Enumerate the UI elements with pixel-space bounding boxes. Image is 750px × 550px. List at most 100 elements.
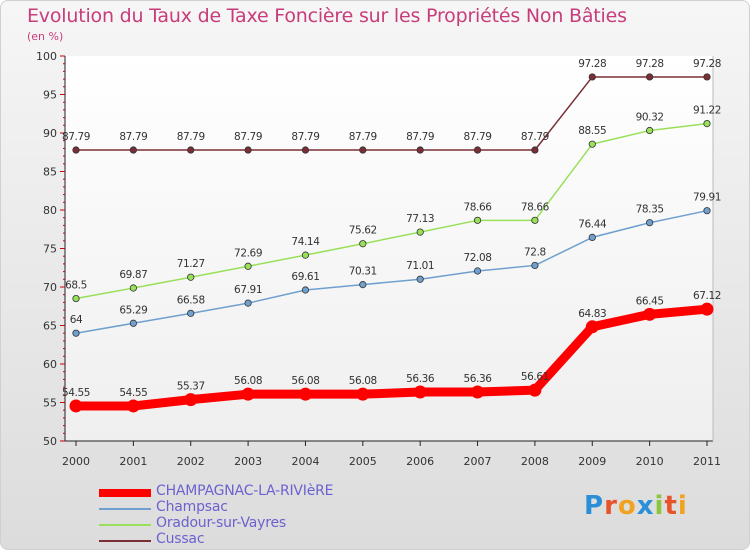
data-label-champsac: 79.91 xyxy=(693,192,721,204)
data-label-champsac: 65.29 xyxy=(119,304,147,316)
legend-item-champsac: Champsac xyxy=(99,499,429,517)
y-axis-unit: (en %) xyxy=(27,30,64,43)
chart-title: Evolution du Taux de Taxe Foncière sur l… xyxy=(27,5,627,27)
y-tick-label: 90 xyxy=(43,127,57,140)
data-label-cussac: 87.79 xyxy=(291,131,319,143)
data-point-champagnac-la-rivi-re xyxy=(528,383,542,397)
data-point-cussac xyxy=(588,73,596,81)
logo-letter: x xyxy=(636,491,655,521)
data-point-champsac xyxy=(244,299,252,307)
data-point-champagnac-la-rivi-re xyxy=(471,385,485,399)
data-point-cussac xyxy=(416,146,424,154)
data-point-cussac xyxy=(129,146,137,154)
data-point-oradour-sur-vayres xyxy=(187,273,195,281)
series-line-champagnac-la-rivi-re xyxy=(71,304,712,411)
legend-swatch xyxy=(99,508,151,510)
y-tick-label: 75 xyxy=(43,243,57,256)
data-label-cussac: 87.79 xyxy=(521,131,549,143)
data-point-champagnac-la-rivi-re xyxy=(126,399,140,413)
data-point-oradour-sur-vayres xyxy=(703,120,711,128)
legend-label: Champsac xyxy=(156,499,228,515)
y-tick-label: 80 xyxy=(43,204,57,217)
data-point-champagnac-la-rivi-re xyxy=(356,387,370,401)
data-point-champsac xyxy=(416,275,424,283)
data-point-champagnac-la-rivi-re xyxy=(241,387,255,401)
data-point-champsac xyxy=(301,286,310,294)
data-label-oradour-sur-vayres: 69.87 xyxy=(119,269,147,281)
data-point-oradour-sur-vayres xyxy=(72,294,80,303)
data-label-champagnac-la-rivi-re: 56.61 xyxy=(521,371,549,383)
x-tick-label: 2001 xyxy=(119,455,147,468)
data-label-oradour-sur-vayres: 74.14 xyxy=(291,236,320,248)
data-label-oradour-sur-vayres: 72.69 xyxy=(234,247,262,259)
data-label-oradour-sur-vayres: 68.5 xyxy=(65,280,87,292)
data-label-champsac: 72.8 xyxy=(524,246,546,258)
data-point-cussac xyxy=(531,146,539,154)
data-point-champsac xyxy=(531,261,539,270)
y-tick-label: 85 xyxy=(43,166,57,179)
data-point-champsac xyxy=(703,207,711,215)
data-label-champagnac-la-rivi-re: 67.12 xyxy=(693,290,721,302)
legend-item-oradour-sur-vayres: Oradour-sur-Vayres xyxy=(99,515,429,533)
legend-swatch xyxy=(99,540,151,542)
x-tick-label: 2010 xyxy=(636,455,664,468)
data-label-cussac: 87.79 xyxy=(177,131,205,143)
legend-swatch xyxy=(99,524,151,526)
data-label-champagnac-la-rivi-re: 54.55 xyxy=(119,387,147,399)
legend-label: CHAMPAGNAC-LA-RIVIèRE xyxy=(156,483,334,499)
data-label-oradour-sur-vayres: 77.13 xyxy=(406,213,434,225)
series-line-cussac xyxy=(75,76,708,151)
x-tick-label: 2006 xyxy=(406,455,434,468)
legend: CHAMPAGNAC-LA-RIVIèRE Champsac Oradour-sur… xyxy=(99,483,429,549)
y-tick-label: 60 xyxy=(43,358,57,371)
x-tick-label: 2009 xyxy=(578,455,606,468)
data-label-champagnac-la-rivi-re: 56.36 xyxy=(464,373,493,385)
data-point-champsac xyxy=(129,319,137,327)
data-point-champsac xyxy=(359,281,367,289)
data-point-cussac xyxy=(646,73,654,81)
data-label-cussac: 87.79 xyxy=(406,131,434,143)
x-tick-label: 2004 xyxy=(291,455,319,468)
data-label-cussac: 87.79 xyxy=(234,131,262,143)
data-label-cussac: 87.79 xyxy=(349,131,377,143)
data-label-champagnac-la-rivi-re: 55.37 xyxy=(177,381,205,393)
x-tick-label: 2003 xyxy=(234,455,262,468)
y-tick-label: 95 xyxy=(43,89,57,102)
data-label-oradour-sur-vayres: 91.22 xyxy=(693,105,721,117)
data-label-champagnac-la-rivi-re: 56.08 xyxy=(291,375,319,387)
y-tick-label: 50 xyxy=(43,435,57,448)
logo-letter: t xyxy=(664,491,678,521)
data-label-cussac: 87.79 xyxy=(62,131,90,143)
data-point-oradour-sur-vayres xyxy=(359,240,367,248)
data-point-cussac xyxy=(72,146,80,154)
data-label-champsac: 64 xyxy=(70,314,83,326)
data-label-champsac: 66.58 xyxy=(177,294,205,306)
logo-letter: i xyxy=(654,491,665,521)
data-point-champagnac-la-rivi-re xyxy=(700,302,714,316)
data-point-champsac xyxy=(473,267,482,275)
data-label-oradour-sur-vayres: 90.32 xyxy=(636,112,664,124)
data-label-cussac: 87.79 xyxy=(464,131,492,143)
y-tick-label: 65 xyxy=(43,320,57,333)
y-tick-label: 100 xyxy=(36,50,57,63)
data-label-champagnac-la-rivi-re: 56.08 xyxy=(349,375,377,387)
data-label-champagnac-la-rivi-re: 56.36 xyxy=(406,373,435,385)
data-point-oradour-sur-vayres xyxy=(129,284,137,292)
series-line-champsac xyxy=(75,209,708,334)
data-label-champsac: 72.08 xyxy=(464,252,492,264)
data-label-champsac: 78.35 xyxy=(636,204,664,216)
legend-item-cussac: Cussac xyxy=(99,531,429,549)
data-point-cussac xyxy=(473,146,482,154)
logo-letter: r xyxy=(604,491,618,521)
data-label-champsac: 70.31 xyxy=(349,266,377,278)
logo-letter: i xyxy=(677,491,688,521)
data-label-champagnac-la-rivi-re: 66.45 xyxy=(636,295,664,307)
data-point-champsac xyxy=(646,219,654,227)
data-label-champsac: 76.44 xyxy=(578,218,607,230)
data-label-champagnac-la-rivi-re: 54.55 xyxy=(62,387,90,399)
legend-item-champagnac-la-rivi-re: CHAMPAGNAC-LA-RIVIèRE xyxy=(99,483,429,501)
data-point-champagnac-la-rivi-re xyxy=(184,393,198,407)
data-point-champsac xyxy=(72,329,80,337)
